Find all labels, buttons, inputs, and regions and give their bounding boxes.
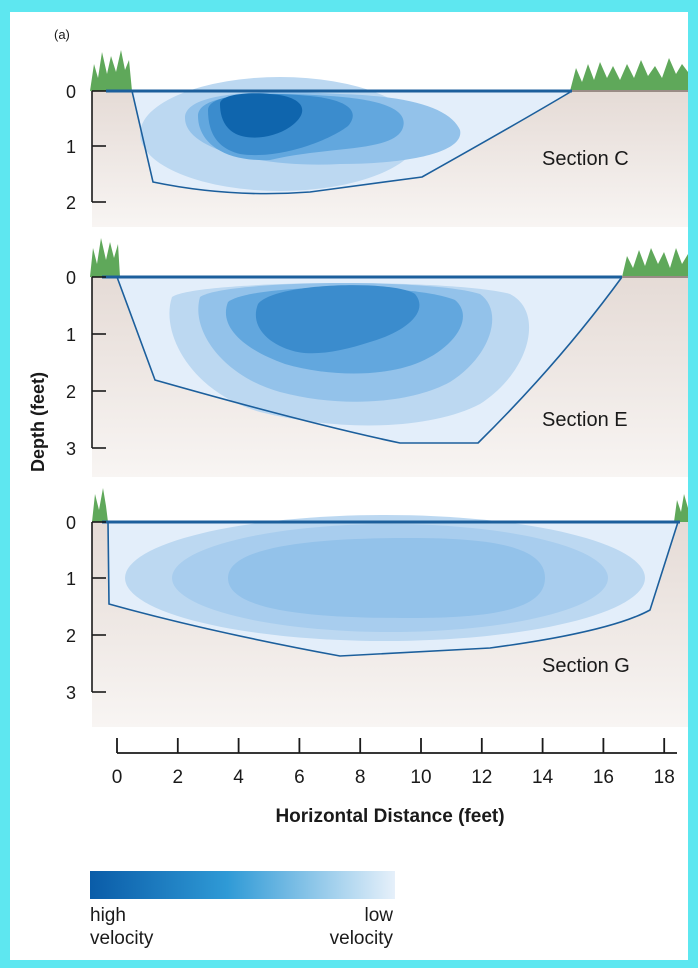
section-e-depth-tick: 2 — [66, 382, 76, 402]
section-c-depth-tick: 2 — [66, 193, 76, 213]
velocity-legend: high velocity low velocity — [90, 871, 395, 949]
section-c-depth-tick: 1 — [66, 137, 76, 157]
legend-low-label: low — [364, 905, 393, 926]
legend-low-label-2: velocity — [330, 928, 394, 949]
section-e: 0 1 2 3 Section E — [66, 238, 688, 477]
section-g-depth-tick: 1 — [66, 569, 76, 589]
legend-high-label: high — [90, 905, 126, 926]
x-axis-tick-label: 10 — [410, 767, 431, 788]
section-e-depth-tick: 1 — [66, 325, 76, 345]
x-axis-tick-label: 8 — [355, 767, 366, 788]
section-c-label: Section C — [542, 148, 629, 170]
velocity-color-bar — [90, 871, 395, 899]
section-g-grass-right — [674, 494, 688, 522]
section-c-grass-left — [90, 50, 132, 91]
section-e-grass-left — [90, 238, 120, 277]
velocity-cross-sections-diagram: (a) 0 1 2 Section C — [28, 27, 688, 949]
x-axis-tick-label: 4 — [233, 767, 244, 788]
section-e-velocity-contour — [255, 285, 420, 354]
section-e-channel-bed — [116, 276, 623, 444]
section-c-grass-right — [570, 58, 688, 91]
section-c-velocity-contour — [220, 93, 303, 138]
section-e-label: Section E — [542, 409, 628, 431]
x-axis-ticks: 0 2 4 6 8 10 12 14 16 18 — [112, 738, 675, 788]
x-axis-tick-label: 14 — [532, 767, 554, 788]
legend-high-label-2: velocity — [90, 928, 154, 949]
section-g-depth-tick: 0 — [66, 513, 76, 533]
section-g-label: Section G — [542, 655, 630, 677]
x-axis: 0 2 4 6 8 10 12 14 16 18 Horizontal Distance (fee… — [112, 738, 677, 827]
section-g-channel-bed — [107, 521, 679, 657]
x-axis-tick-label: 2 — [173, 767, 184, 788]
section-g-depth-tick: 2 — [66, 626, 76, 646]
x-axis-title: Horizontal Distance (feet) — [275, 806, 504, 827]
section-c: 0 1 2 Section C — [66, 50, 688, 227]
y-axis-title: Depth (feet) — [28, 372, 48, 472]
section-g-grass-left — [92, 488, 108, 522]
section-c-depth-tick: 0 — [66, 82, 76, 102]
section-c-channel-bed — [131, 90, 573, 195]
figure-frame: (a) 0 1 2 Section C — [10, 12, 688, 960]
x-axis-tick-label: 18 — [654, 767, 675, 788]
x-axis-tick-label: 0 — [112, 767, 123, 788]
section-g-velocity-contour — [228, 538, 545, 618]
section-e-grass-right — [622, 248, 688, 277]
x-axis-tick-label: 16 — [593, 767, 614, 788]
section-e-depth-tick: 3 — [66, 439, 76, 459]
x-axis-tick-label: 6 — [294, 767, 305, 788]
section-g-depth-tick: 3 — [66, 683, 76, 703]
section-e-depth-tick: 0 — [66, 268, 76, 288]
panel-label: (a) — [54, 27, 70, 42]
x-axis-tick-label: 12 — [471, 767, 492, 788]
section-g: 0 1 2 3 Section G — [66, 488, 688, 727]
